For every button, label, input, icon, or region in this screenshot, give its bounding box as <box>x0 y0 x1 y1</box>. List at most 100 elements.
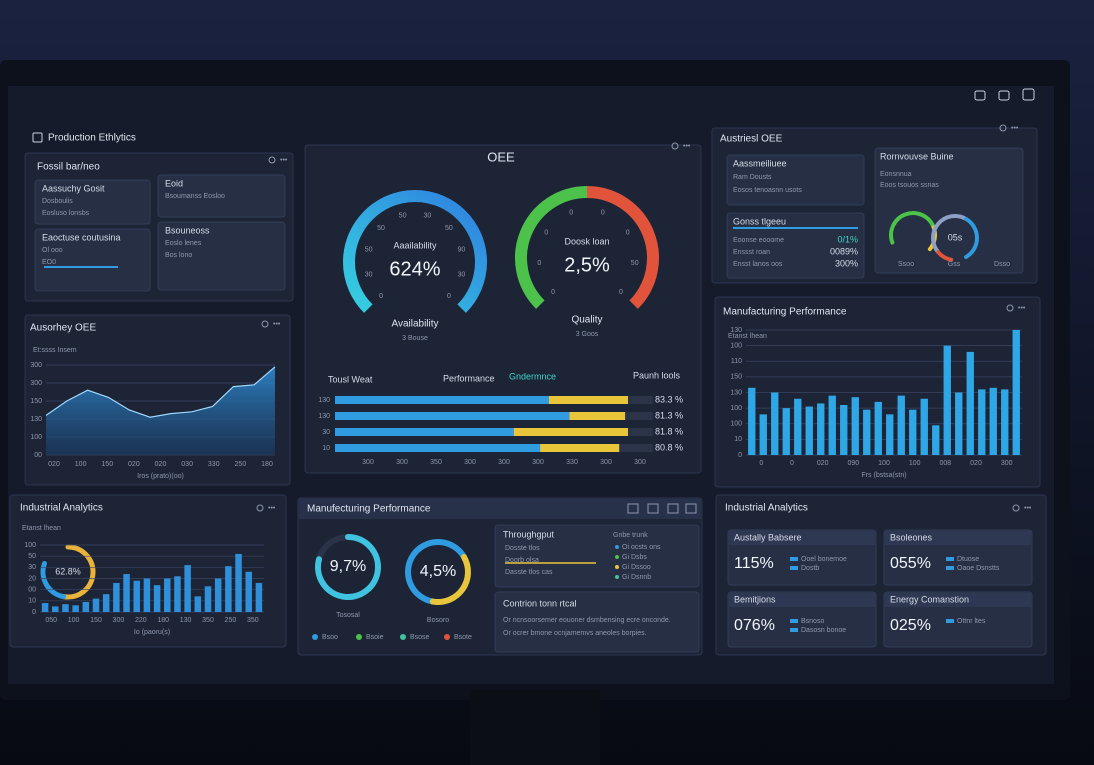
gauge-tick: 0 <box>544 229 548 236</box>
card-header <box>729 593 875 607</box>
bar <box>863 409 871 455</box>
x-tick-label: 130 <box>180 617 192 624</box>
x-tick-label: 300 <box>634 459 646 466</box>
bar <box>886 414 894 455</box>
tool-button[interactable] <box>647 503 659 514</box>
bar <box>840 405 848 455</box>
bar <box>817 403 825 455</box>
tool-button[interactable] <box>685 503 697 514</box>
bar <box>184 565 191 612</box>
x-tick-label: 020 <box>48 461 60 468</box>
card-text: Gi Dsnnb <box>622 574 651 581</box>
gauge-top: Doosk loan <box>564 236 609 246</box>
gauge-tick: 0 <box>569 210 573 217</box>
gauge-tick: 0 <box>619 289 623 296</box>
bar <box>113 582 120 612</box>
tool-button[interactable] <box>667 503 679 514</box>
x-tick-label: 250 <box>235 461 247 468</box>
card-text: Or ncnsoorsemer eouoner dsmbensing ecre … <box>503 617 671 624</box>
card-text: Gi Dsbs <box>622 554 647 561</box>
x-tick-label: 0 <box>790 460 794 467</box>
card-title: Gonss tlgeeu <box>733 216 786 226</box>
card-text: Ram Dousts <box>733 174 772 181</box>
legend-swatch <box>946 566 954 570</box>
y-tick-label: 50 <box>28 553 36 560</box>
x-tick-label: 300 <box>396 459 408 466</box>
bar-segment <box>335 428 514 436</box>
card-text: Bsouneoss <box>165 225 210 235</box>
card-text: Doorb olsa <box>505 557 539 564</box>
card-title: Bsoleones <box>890 532 933 542</box>
legend-swatch <box>615 565 619 569</box>
card <box>494 591 700 653</box>
gauge-tick: 50 <box>631 260 639 267</box>
x-tick-label: 180 <box>157 617 169 624</box>
donut-arc <box>315 534 381 600</box>
y-tick-label: 130 <box>730 389 742 396</box>
panel-title: Manufecturing Performance <box>307 504 431 515</box>
gauge-tick: 30 <box>457 271 465 278</box>
x-tick-label: 250 <box>225 617 237 624</box>
area <box>46 366 275 455</box>
card-text: Dasste tlos cas <box>505 569 553 576</box>
settings-icon <box>256 504 264 512</box>
x-tick-label: 0 <box>759 460 763 467</box>
panel-title: Ausorhey OEE <box>30 323 96 334</box>
bar <box>978 389 986 455</box>
bar-segment <box>548 396 628 404</box>
bar <box>174 576 181 612</box>
card-title: Throughgput <box>503 529 555 539</box>
bar <box>235 553 242 612</box>
menu-icon: ••• <box>1018 305 1026 312</box>
card-text: Eaoctuse coutusina <box>42 232 121 242</box>
legend-swatch <box>790 619 798 623</box>
bar <box>966 351 974 455</box>
x-tick-label: 020 <box>817 460 829 467</box>
window-button[interactable] <box>998 90 1010 101</box>
app-title: Production Ethlytics <box>48 133 136 144</box>
x-tick-label: 350 <box>430 459 442 466</box>
window-button[interactable] <box>974 90 986 101</box>
y-tick-label: 130 <box>30 416 42 423</box>
y-tick-label: 300 <box>30 362 42 369</box>
x-tick-label: 020 <box>128 461 140 468</box>
row-label: 130 <box>318 397 330 404</box>
bar <box>782 408 790 455</box>
window-button[interactable] <box>1022 88 1035 101</box>
panel-title: Fossil bar/neo <box>37 162 100 173</box>
card-text: Dtuose <box>957 556 979 563</box>
card-text: Eosos tenoasnn usots <box>733 187 802 194</box>
card-text: Dosste tlos <box>505 545 540 552</box>
bar <box>225 566 232 612</box>
bar <box>92 598 100 612</box>
bar <box>1001 389 1009 455</box>
y-tick-label: 150 <box>730 374 742 381</box>
legend-swatch <box>356 634 362 640</box>
bar <box>82 601 90 612</box>
bar <box>52 606 59 612</box>
x-tick-label: 300 <box>532 459 544 466</box>
panel-title: Manufacturing Performance <box>723 307 847 318</box>
y-tick-label: 110 <box>731 358 742 365</box>
panel-header <box>299 499 701 519</box>
card-text: Aassuchy Gosit <box>42 183 105 193</box>
y-tick-label: 100 <box>730 405 742 412</box>
card-text: Ssoo <box>898 261 914 268</box>
gauge-tick: 0 <box>537 260 541 267</box>
panel-title: Industrial Analytics <box>20 503 103 514</box>
donut-caption: Tososal <box>336 612 360 619</box>
card-text: Bos lono <box>165 252 192 259</box>
bar <box>920 398 928 455</box>
x-tick-label: 150 <box>101 461 113 468</box>
bar <box>932 425 940 455</box>
tool-button[interactable] <box>627 503 639 514</box>
y-tick-label: 00 <box>34 452 42 459</box>
bar <box>133 580 140 612</box>
bar-header: Paunh lools <box>633 370 681 380</box>
legend-swatch <box>615 555 619 559</box>
bar <box>102 594 110 612</box>
row-value: 80.8 % <box>655 442 683 452</box>
card <box>726 154 865 206</box>
legend-label: Bsote <box>454 634 472 641</box>
card <box>157 221 286 291</box>
